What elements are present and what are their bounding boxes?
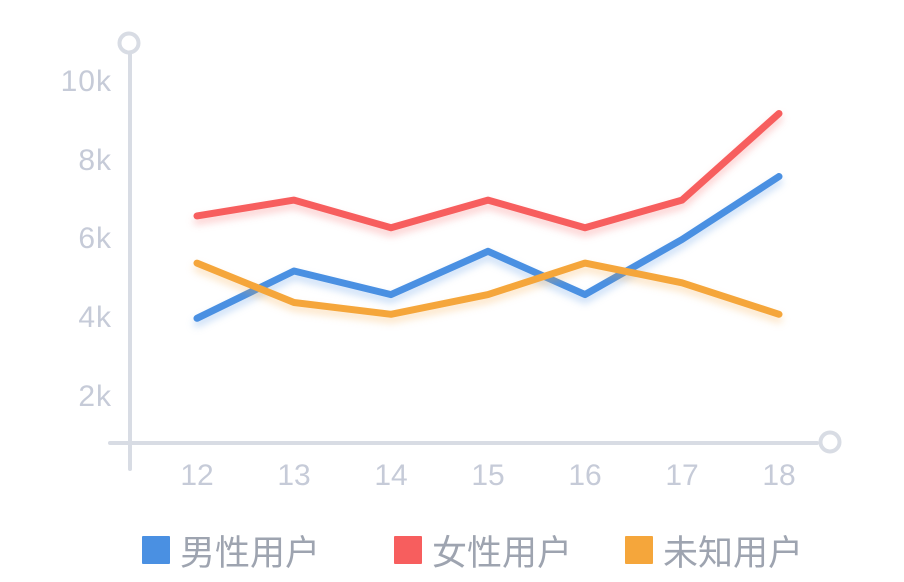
y-tick-label: 4k [78, 301, 112, 334]
x-tick-label: 18 [762, 459, 796, 492]
legend-label: 男性用户 [180, 533, 321, 573]
legend-item-male-users[interactable]: 男性用户 [142, 530, 320, 573]
axes [108, 31, 842, 471]
y-tick-label: 8k [78, 144, 112, 177]
x-tick-label: 16 [568, 459, 602, 492]
female-users-swatch-icon [394, 536, 422, 564]
unknown-users-swatch-icon [625, 536, 653, 564]
y-tick-label: 6k [78, 222, 112, 255]
legend-label: 未知用户 [663, 533, 804, 573]
series-layer [193, 110, 783, 322]
y-tick-label: 10k [60, 65, 112, 98]
legend-item-female-users[interactable]: 女性用户 [394, 530, 572, 573]
y-tick-label: 2k [78, 380, 112, 413]
x-tick-label: 14 [374, 459, 408, 492]
series-line-male-users [193, 173, 783, 322]
legend-label: 女性用户 [432, 533, 573, 573]
y-axis-end-circle [117, 31, 141, 55]
male-users-swatch-icon [142, 536, 170, 564]
series-line-female-users [193, 110, 783, 232]
x-axis-end-circle [818, 430, 842, 454]
series-line-unknown-users [193, 259, 783, 318]
x-tick-label: 17 [665, 459, 699, 492]
x-tick-label: 15 [471, 459, 505, 492]
x-tick-label: 13 [277, 459, 311, 492]
legend: 男性用户 女性用户 未知用户 [0, 530, 904, 574]
x-tick-label: 12 [180, 459, 214, 492]
legend-item-unknown-users[interactable]: 未知用户 [625, 530, 803, 573]
